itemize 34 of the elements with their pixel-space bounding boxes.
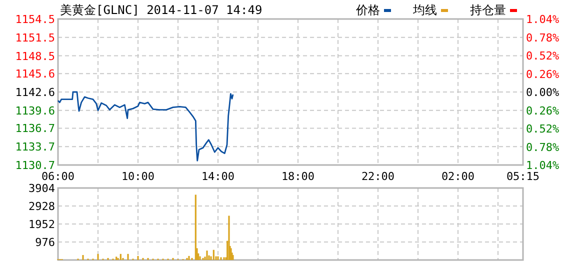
chart-title: 美黄金[GLNC] 2014-11-07 14:49 bbox=[60, 3, 262, 17]
y2-tick-label: 0.78% bbox=[526, 140, 560, 154]
y2-tick-label: 0.26% bbox=[526, 104, 560, 118]
y2-tick-label: 0.26% bbox=[526, 68, 560, 81]
x-tick-label: 14:00 bbox=[201, 170, 235, 183]
y2-tick-label: 1.04% bbox=[526, 13, 560, 26]
y2-tick-label: 0.52% bbox=[526, 122, 560, 136]
y-tick-label: 1148.5 bbox=[15, 50, 55, 63]
line-series bbox=[57, 91, 234, 162]
y-tick-label: 2928 bbox=[28, 200, 55, 213]
x-tick-label: 10:00 bbox=[121, 170, 155, 183]
x-tick-label: 18:00 bbox=[281, 170, 315, 183]
y2-tick-label: 0.00% bbox=[526, 86, 560, 99]
legend-label: 持仓量 bbox=[470, 3, 506, 17]
y-tick-label: 976 bbox=[35, 236, 55, 249]
y-tick-label: 1136.7 bbox=[15, 122, 55, 136]
y-tick-label: 1952 bbox=[28, 218, 55, 231]
x-tick-label: 02:00 bbox=[441, 170, 475, 183]
x-tick-label: 06:00 bbox=[41, 170, 75, 183]
y-tick-label: 1145.6 bbox=[15, 68, 55, 81]
x-tick-label: 22:00 bbox=[361, 170, 395, 183]
y2-tick-label: 0.78% bbox=[526, 31, 560, 44]
y-tick-label: 1133.7 bbox=[15, 140, 55, 154]
x-tick-label: 05:15 bbox=[506, 170, 540, 183]
y-tick-label: 1130.7 bbox=[15, 159, 55, 172]
y-tick-label: 1154.5 bbox=[15, 13, 55, 26]
y2-tick-label: 1.04% bbox=[526, 159, 560, 172]
y-tick-label: 1142.6 bbox=[15, 86, 55, 99]
legend-label: 价格 bbox=[355, 3, 380, 17]
y-tick-label: 1151.5 bbox=[15, 31, 55, 44]
y-tick-label: 1139.6 bbox=[15, 104, 55, 118]
y2-tick-label: 0.52% bbox=[526, 50, 560, 62]
y-tick-label: 3904 bbox=[28, 182, 56, 195]
legend-label: 均线 bbox=[412, 3, 437, 17]
